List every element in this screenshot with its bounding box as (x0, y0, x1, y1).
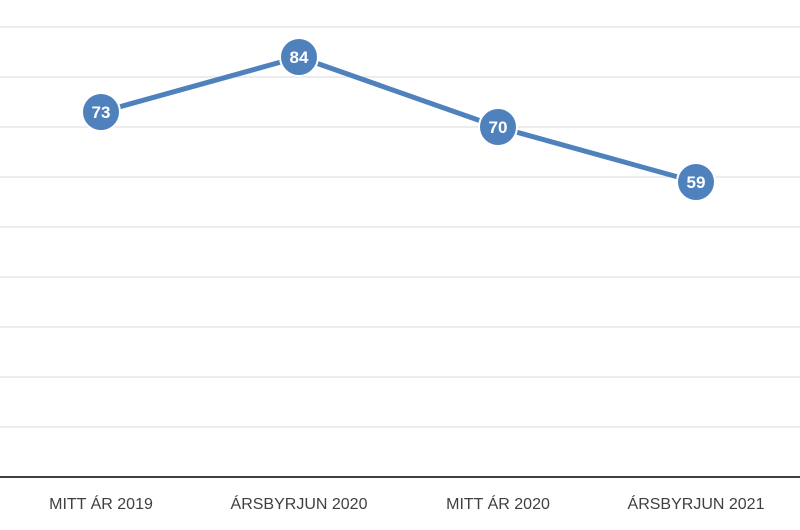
series-line (98, 54, 699, 185)
series-layer: 73 84 70 59 (81, 37, 716, 202)
x-tick-label: MITT ÁR 2019 (49, 494, 153, 513)
data-point (676, 162, 716, 202)
data-label: 84 (290, 48, 309, 67)
x-tick-label: ÁRSBYRJUN 2021 (628, 494, 765, 513)
data-point (81, 92, 121, 132)
data-point (279, 37, 319, 77)
data-label: 73 (92, 103, 111, 122)
x-tick-labels: MITT ÁR 2019 ÁRSBYRJUN 2020 MITT ÁR 2020 ÁR… (49, 494, 764, 513)
x-tick-label: ÁRSBYRJUN 2020 (231, 494, 368, 513)
x-tick-label: MITT ÁR 2020 (446, 494, 550, 513)
gridlines (0, 26, 800, 428)
data-point (478, 107, 518, 147)
data-label: 59 (687, 173, 706, 192)
data-label: 70 (489, 118, 508, 137)
